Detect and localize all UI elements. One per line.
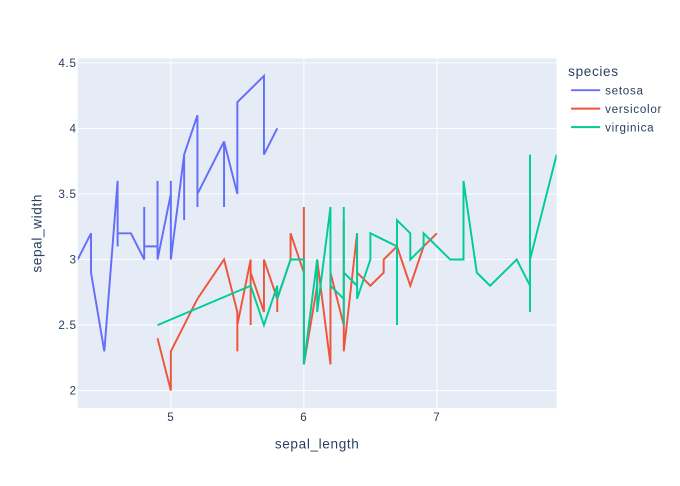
svg-text:3: 3: [70, 254, 77, 267]
svg-text:7: 7: [433, 411, 440, 424]
svg-text:6: 6: [300, 411, 307, 424]
svg-text:versicolor: versicolor: [605, 103, 662, 116]
svg-text:4.5: 4.5: [58, 57, 76, 70]
svg-text:species: species: [568, 64, 619, 79]
svg-text:setosa: setosa: [605, 85, 644, 98]
svg-text:5: 5: [167, 411, 174, 424]
svg-text:virginica: virginica: [605, 122, 654, 135]
svg-text:sepal_length: sepal_length: [275, 436, 360, 451]
svg-text:2: 2: [70, 385, 77, 398]
svg-text:sepal_width: sepal_width: [30, 194, 45, 273]
svg-text:3.5: 3.5: [58, 188, 76, 201]
svg-text:4: 4: [70, 122, 77, 135]
svg-text:2.5: 2.5: [58, 319, 76, 332]
